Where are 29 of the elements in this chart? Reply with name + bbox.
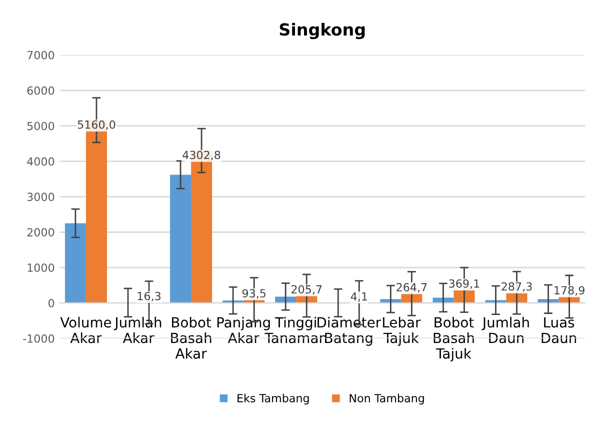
data-label: 287,3 (502, 282, 532, 292)
y-tick-label: 7000 (27, 50, 54, 60)
data-label: 178,9 (554, 286, 584, 296)
data-label: 205,7 (292, 285, 322, 295)
y-tick-label: 6000 (27, 86, 54, 95)
y-tick-label: 5000 (27, 122, 54, 130)
data-label: 5160,0 (78, 120, 116, 130)
legend-label: Non Tambang (350, 394, 424, 404)
x-tick-label: Jumlah Akar (114, 316, 162, 344)
x-tick-label: Jumlah Daun (482, 316, 529, 344)
y-tick-label: 2000 (27, 228, 54, 236)
data-label: 16,3 (138, 292, 160, 302)
y-tick-label: 1000 (28, 264, 54, 272)
x-tick-label: Volume Akar (60, 316, 112, 344)
data-label: 369,1 (449, 279, 480, 289)
data-label: 93,5 (242, 289, 266, 299)
x-tick-label: Luas Daun (542, 317, 576, 344)
legend-label: Eks Tambang (238, 394, 309, 404)
x-tick-label: Bobot Basah Akar (171, 316, 212, 359)
x-tick-label: Bobot Basah Tajuk (434, 316, 474, 362)
y-tick-label: 4000 (27, 157, 54, 166)
chart-title: Singkong (280, 22, 365, 40)
data-label: 4302,8 (182, 150, 220, 160)
y-tick-label: -1000 (23, 334, 54, 343)
data-label: 4,1 (350, 292, 367, 302)
data-label: 264,7 (396, 283, 427, 293)
x-tick-label: Lebar Tajuk (383, 316, 421, 346)
y-tick-label: 0 (48, 298, 54, 308)
y-tick-label: 3000 (27, 192, 54, 202)
